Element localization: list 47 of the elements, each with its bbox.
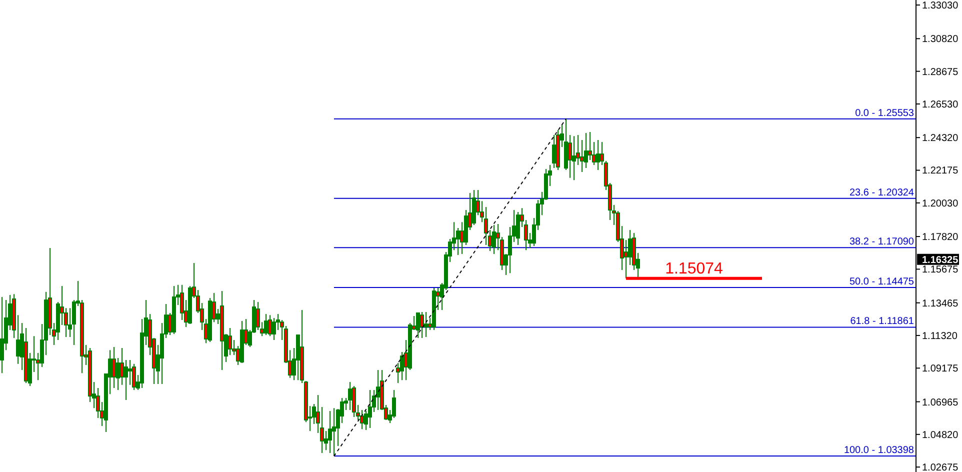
candlestick: [492, 224, 496, 255]
candlestick: [272, 317, 276, 341]
y-tick-label: 1.15675: [922, 264, 959, 276]
candlestick: [416, 312, 420, 339]
candlestick: [228, 328, 232, 356]
annotation: 0.0 - 1.25553: [855, 108, 914, 119]
candlestick: [112, 346, 116, 388]
candlestick: [328, 410, 332, 454]
candlestick: [420, 312, 424, 339]
candlestick: [368, 389, 372, 429]
y-tick-label: 1.17820: [922, 232, 959, 244]
candlestick: [572, 136, 576, 181]
candlestick: [516, 212, 520, 246]
annotation: 38.2 - 1.17090: [850, 236, 914, 248]
y-tick-label: 1.02675: [922, 462, 959, 472]
candlestick: [568, 134, 572, 178]
y-tick-label: 1.24320: [922, 133, 959, 144]
annotation: 50.0 - 1.14475: [850, 276, 914, 288]
candlestick: [132, 363, 136, 390]
text: 1.16325: [922, 254, 959, 266]
y-tick-label: 1.11320: [922, 330, 958, 342]
annotation: 1.15074: [665, 260, 724, 278]
candlestick: [584, 132, 588, 169]
candlestick: [124, 359, 128, 401]
y-tick-label: 1.13465: [922, 298, 959, 310]
y-tick-label: 1.26530: [922, 99, 959, 110]
candlestick: [552, 134, 556, 169]
annotation: 100.0 - 1.03398: [844, 445, 914, 456]
candlestick: [264, 314, 268, 336]
candlestick: [376, 370, 380, 411]
y-tick-label: 1.06965: [922, 397, 959, 408]
y-tick-label: 1.20030: [922, 198, 959, 210]
y-tick-label: 1.30820: [922, 34, 959, 46]
candlestick: [596, 140, 600, 171]
candlestick: [332, 408, 336, 457]
y-tick-label: 1.22175: [922, 166, 959, 177]
y-tick-label: 1.04820: [922, 430, 959, 441]
candlestick: [268, 314, 272, 337]
candlestick: [348, 382, 352, 411]
y-tick-label: 1.33030: [922, 0, 959, 12]
candlestick: [128, 359, 132, 386]
annotation: 23.6 - 1.20324: [850, 187, 914, 198]
y-tick-label: 1.28675: [922, 66, 959, 78]
candlestick: [0, 296, 4, 374]
annotation: 61.8 - 1.11861: [850, 316, 914, 328]
y-tick-label: 1.09175: [922, 364, 959, 375]
candlestick: [424, 312, 428, 338]
